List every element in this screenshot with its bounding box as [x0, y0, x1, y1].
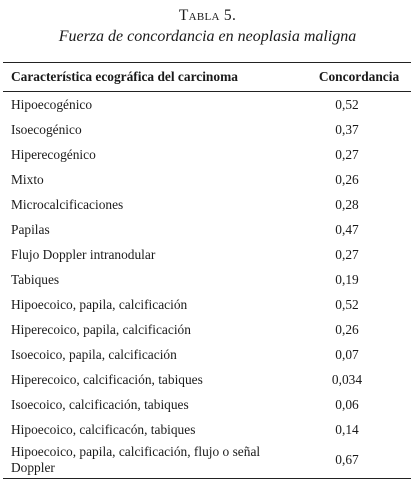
- concordance-cell: 0,06: [335, 396, 359, 412]
- table-row: Hipoecoico, calcificacón, tabiques 0,14: [3, 417, 411, 442]
- concordance-cell: 0,26: [335, 321, 359, 337]
- concordance-cell: 0,52: [335, 296, 359, 312]
- concordance-cell: 0,27: [335, 246, 359, 262]
- table-caption: Tabla 5. Fuerza de concordancia en neopl…: [0, 0, 415, 47]
- concordance-cell: 0,034: [331, 371, 363, 387]
- concordance-cell: 0,52: [335, 96, 359, 112]
- concordance-cell: 0,14: [335, 421, 359, 437]
- table-row: Mixto 0,26: [3, 167, 411, 192]
- feature-cell: Tabiques: [11, 271, 60, 287]
- feature-cell: Hiperecoico, papila, calcificación: [11, 321, 191, 337]
- concordance-table: Característica ecográfica del carcinoma …: [3, 62, 411, 479]
- concordance-cell: 0,27: [335, 146, 359, 162]
- feature-cell: Microcalcificaciones: [11, 196, 124, 212]
- feature-cell: Hipoecoico, calcificacón, tabiques: [11, 421, 196, 437]
- feature-cell: Hipoecoico, papila, calcificación, flujo…: [3, 442, 307, 479]
- table-number: Tabla 5.: [178, 7, 237, 24]
- table-row: Isoecogénico 0,37: [3, 117, 411, 142]
- table-row: Hipoecoico, papila, calcificación 0,52: [3, 292, 411, 317]
- feature-cell: Flujo Doppler intranodular: [11, 246, 156, 262]
- feature-cell: Isoecoico, calcificación, tabiques: [11, 396, 189, 412]
- concordance-cell: 0,26: [335, 171, 359, 187]
- concordance-cell: 0,47: [335, 221, 359, 237]
- table-row: Papilas 0,47: [3, 217, 411, 242]
- concordance-cell: 0,19: [335, 271, 359, 287]
- table-row: Flujo Doppler intranodular 0,27: [3, 242, 411, 267]
- table-row: Hiperecoico, papila, calcificación 0,26: [3, 317, 411, 342]
- concordance-cell: 0,67: [335, 452, 359, 467]
- feature-cell: Hipoecoico, papila, calcificación: [11, 296, 188, 312]
- concordance-cell: 0,07: [335, 346, 359, 362]
- feature-cell: Mixto: [11, 171, 44, 187]
- table-row: Isoecoico, calcificación, tabiques 0,06: [3, 392, 411, 417]
- table-body: Hipoecogénico 0,52 Isoecogénico 0,37 Hip…: [3, 92, 411, 479]
- concordance-cell: 0,37: [335, 121, 359, 137]
- column-header-concordance: Concordancia: [318, 69, 400, 84]
- table-row: Hiperecoico, calcificación, tabiques 0,0…: [3, 367, 411, 392]
- column-header-feature: Característica ecográfica del carcinoma: [11, 69, 238, 84]
- feature-cell: Hiperecogénico: [11, 146, 96, 162]
- header-row: Característica ecográfica del carcinoma …: [3, 62, 411, 92]
- concordance-cell: 0,28: [335, 196, 359, 212]
- feature-cell: Isoecogénico: [11, 121, 82, 137]
- table-title: Fuerza de concordancia en neoplasia mali…: [58, 28, 357, 45]
- feature-cell: Hipoecogénico: [11, 96, 93, 112]
- feature-cell-text: Hipoecoico, papila, calcificación, flujo…: [11, 444, 261, 475]
- table-row: Microcalcificaciones 0,28: [3, 192, 411, 217]
- feature-cell: Papilas: [11, 221, 50, 237]
- table-header: Característica ecográfica del carcinoma …: [3, 62, 411, 92]
- table-row: Hiperecogénico 0,27: [3, 142, 411, 167]
- feature-cell: Isoecoico, papila, calcificación: [11, 346, 177, 362]
- table-row: Isoecoico, papila, calcificación 0,07: [3, 342, 411, 367]
- feature-cell: Hiperecoico, calcificación, tabiques: [11, 371, 203, 387]
- table-row: Hipoecogénico 0,52: [3, 92, 411, 118]
- table-row: Tabiques 0,19: [3, 267, 411, 292]
- table-row: Hipoecoico, papila, calcificación, flujo…: [3, 442, 411, 479]
